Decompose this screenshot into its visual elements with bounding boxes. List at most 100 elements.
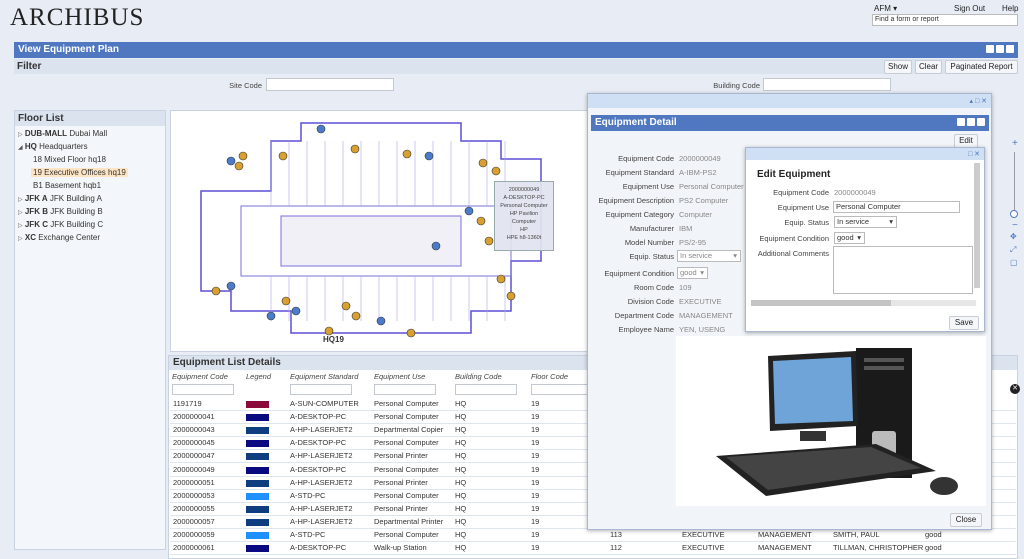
- equipment-marker[interactable]: [278, 151, 288, 161]
- floor-plan-drawing[interactable]: HQ19 2000000049 A-DESKTOP-PC Personal Comp…: [170, 110, 588, 352]
- close-button[interactable]: Close: [950, 513, 982, 527]
- table-row[interactable]: 2000000061 A-DESKTOP-PC Walk-up Station HQ 1…: [170, 542, 1016, 556]
- close-circle-icon[interactable]: ✕: [1010, 384, 1020, 394]
- column-header[interactable]: Floor Code: [531, 372, 569, 381]
- equipment-marker[interactable]: [478, 158, 488, 168]
- building-item[interactable]: ◢ HQ Headquarters: [18, 142, 88, 151]
- building-item[interactable]: ▷ XC Exchange Center: [18, 233, 100, 242]
- table-row[interactable]: 2000000059 A-STD-PC Personal Computer HQ 19 1…: [170, 529, 1016, 542]
- equipment-marker[interactable]: [291, 306, 301, 316]
- equipment-marker[interactable]: [484, 236, 494, 246]
- clear-button[interactable]: Clear: [915, 60, 942, 74]
- equipment-marker[interactable]: [266, 311, 276, 321]
- zoom-in-icon[interactable]: +: [1012, 138, 1018, 149]
- equipment-marker[interactable]: [376, 316, 386, 326]
- collapsed-triangle-icon[interactable]: ▷: [18, 223, 23, 229]
- close-icon[interactable]: ✕: [974, 151, 980, 158]
- building-code-input[interactable]: [763, 78, 891, 91]
- sign-out-link[interactable]: Sign Out: [954, 4, 986, 13]
- equipment-marker[interactable]: [431, 241, 441, 251]
- collapsed-triangle-icon[interactable]: ▷: [18, 132, 23, 138]
- zoom-extent-icon[interactable]: ⤢: [1010, 245, 1017, 254]
- close-icon[interactable]: ✕: [981, 98, 987, 105]
- print-icon[interactable]: [996, 45, 1004, 53]
- dp-cell: MANAGEMENT: [758, 543, 812, 553]
- floor-item[interactable]: B1 Basement hqb1: [33, 181, 101, 190]
- equipment-marker[interactable]: [464, 206, 474, 216]
- equipment-marker[interactable]: [226, 156, 236, 166]
- collapse-icon[interactable]: ▴: [969, 98, 973, 105]
- edit-dialog-titlebar[interactable]: □ ✕: [746, 148, 984, 160]
- building-item[interactable]: ▷ JFK A JFK Building A: [18, 194, 102, 203]
- floor-item[interactable]: 18 Mixed Floor hq18: [33, 155, 106, 164]
- column-filter-input[interactable]: [290, 384, 352, 395]
- site-code-input[interactable]: [266, 78, 394, 91]
- zoom-slider-handle[interactable]: [1010, 210, 1018, 218]
- column-filter-input[interactable]: [455, 384, 517, 395]
- edit-button[interactable]: Edit: [954, 134, 978, 148]
- email-icon[interactable]: [977, 118, 985, 126]
- equipment-marker[interactable]: [341, 301, 351, 311]
- search-input[interactable]: Find a form or report: [872, 14, 1018, 26]
- user-menu[interactable]: AFM ▾: [874, 4, 898, 13]
- equipment-marker[interactable]: [350, 144, 360, 154]
- maximize-icon[interactable]: □: [967, 151, 973, 158]
- maximize-icon[interactable]: □: [974, 98, 980, 105]
- equipment-marker[interactable]: [506, 291, 516, 301]
- equipment-marker[interactable]: [238, 151, 248, 161]
- equipment-marker[interactable]: [476, 216, 486, 226]
- column-filter-input[interactable]: [531, 384, 593, 395]
- equipment-marker[interactable]: [496, 274, 506, 284]
- building-item[interactable]: ▷ JFK C JFK Building C: [18, 220, 103, 229]
- horizontal-scrollbar[interactable]: [751, 300, 976, 306]
- pan-icon[interactable]: ✥: [1010, 232, 1017, 241]
- expanded-triangle-icon[interactable]: ◢: [18, 145, 23, 151]
- zoom-out-icon[interactable]: −: [1012, 220, 1018, 231]
- building-item[interactable]: ▷ JFK B JFK Building B: [18, 207, 103, 216]
- collapsed-triangle-icon[interactable]: ▷: [18, 210, 23, 216]
- zoom-slider-track[interactable]: [1014, 152, 1015, 212]
- equipment-marker[interactable]: [491, 166, 501, 176]
- equip-status-select[interactable]: In service ▾: [834, 216, 897, 228]
- save-button[interactable]: Save: [949, 316, 979, 330]
- building-item[interactable]: ▷ DUB-MALL Dubai Mall: [18, 129, 107, 138]
- rm-cell: 112: [610, 543, 622, 553]
- equipment-marker[interactable]: [226, 281, 236, 291]
- dialog-titlebar[interactable]: ▴ □ ✕: [588, 94, 991, 108]
- print-icon[interactable]: [967, 118, 975, 126]
- floor-item[interactable]: 19 Executive Offices hq19: [31, 168, 128, 177]
- equipment-marker[interactable]: [211, 286, 221, 296]
- help-link[interactable]: Help: [1002, 4, 1019, 13]
- comments-textarea[interactable]: [833, 246, 973, 294]
- column-filter-input[interactable]: [374, 384, 436, 395]
- floor-plan-svg[interactable]: [171, 111, 589, 353]
- equipment-condition-select[interactable]: good ▾: [834, 232, 865, 244]
- vertical-scrollbar[interactable]: [974, 163, 980, 288]
- collapsed-triangle-icon[interactable]: ▷: [18, 236, 23, 242]
- add-icon[interactable]: [986, 45, 994, 53]
- column-header[interactable]: Equipment Use: [374, 372, 426, 381]
- email-icon[interactable]: [1006, 45, 1014, 53]
- collapsed-triangle-icon[interactable]: ▷: [18, 197, 23, 203]
- equipment-marker[interactable]: [406, 328, 416, 338]
- equipment-marker[interactable]: [424, 151, 434, 161]
- column-header[interactable]: Building Code: [455, 372, 502, 381]
- equipment-marker[interactable]: [316, 124, 326, 134]
- equipment-marker[interactable]: [351, 311, 361, 321]
- equipment-marker[interactable]: [324, 326, 334, 336]
- equipment-marker[interactable]: [402, 149, 412, 159]
- paginated-report-button[interactable]: Paginated Report: [945, 60, 1018, 74]
- equipment-marker[interactable]: [281, 296, 291, 306]
- zoom-window-icon[interactable]: ▢: [1010, 258, 1018, 267]
- equipment-use-input[interactable]: Personal Computer: [833, 201, 960, 213]
- column-filter-input[interactable]: [172, 384, 234, 395]
- show-button[interactable]: Show: [884, 60, 912, 74]
- add-icon[interactable]: [957, 118, 965, 126]
- equipment-marker[interactable]: [234, 161, 244, 171]
- column-header[interactable]: Legend: [246, 372, 272, 381]
- equip-status-select[interactable]: In service ▾: [677, 250, 741, 262]
- column-header[interactable]: Equipment Code: [172, 372, 228, 381]
- column-header[interactable]: Equipment Standard: [290, 372, 359, 381]
- equipment-condition-select[interactable]: good ▾: [677, 267, 708, 279]
- tooltip-line: A-DESKTOP-PC: [503, 195, 545, 201]
